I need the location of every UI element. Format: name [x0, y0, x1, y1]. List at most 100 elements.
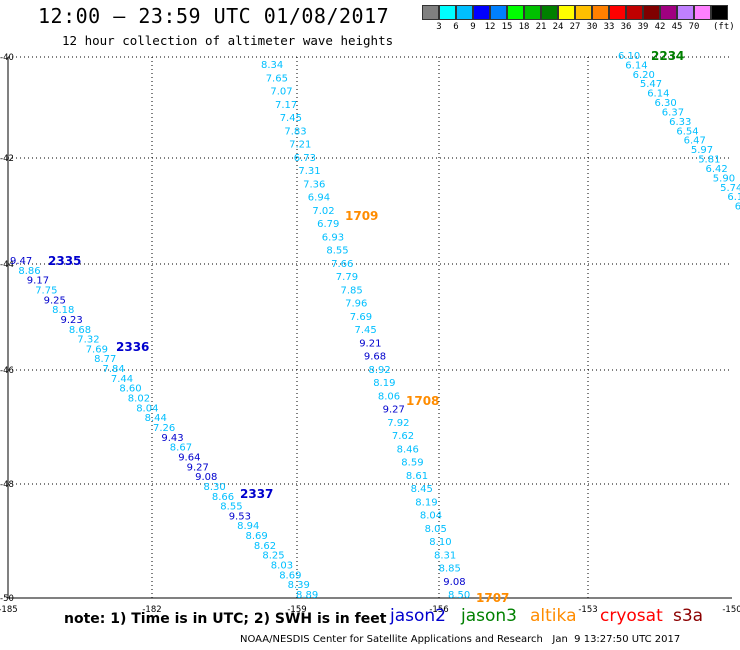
wave-height-label: 8.30 [204, 482, 226, 493]
pass-time-label: 1707 [476, 591, 509, 605]
colorbar-swatch [422, 5, 439, 20]
wave-height-label: 9.53 [229, 511, 251, 522]
wave-height-label: 5.97 [691, 145, 713, 156]
wave-height-label: 5.47 [640, 79, 662, 90]
wave-height-label: 7.79 [336, 272, 358, 283]
wave-height-label: 8.46 [397, 444, 419, 455]
colorbar-tick-label: 24 [552, 22, 564, 32]
wave-height-label: 7.92 [387, 418, 409, 429]
wave-height-label: 7.66 [331, 259, 353, 270]
units-note: note: 1) Time is in UTC; 2) SWH is in fe… [64, 611, 387, 627]
wave-height-label: 8.34 [261, 60, 283, 71]
colorbar-tick-label: 30 [586, 22, 598, 32]
colorbar-swatch [473, 5, 490, 20]
wave-height-label: 8.69 [246, 531, 268, 542]
wave-height-label: 6.37 [662, 108, 684, 119]
colorbar-tick-label: 3 [436, 22, 442, 32]
colorbar-swatch [507, 5, 524, 20]
wave-height-label: 6.30 [655, 98, 677, 109]
wave-height-label: 7.31 [298, 166, 320, 177]
legend-altika: altika [530, 606, 577, 626]
wave-height-label: 7.26 [153, 423, 175, 434]
colorbar-swatch [609, 5, 626, 20]
colorbar-tick-label: 6 [453, 22, 459, 32]
lat-label: -44 [0, 260, 14, 270]
pass-time-label: 2336 [116, 340, 149, 354]
wave-height-label: 8.18 [52, 305, 74, 316]
wave-height-label: 8.68 [69, 325, 91, 336]
lon-label: -185 [0, 605, 18, 615]
wave-height-label: 6.42 [706, 164, 728, 175]
page-title: 12:00 — 23:59 UTC 01/08/2017 [38, 4, 390, 28]
colorbar-swatch [694, 5, 711, 20]
wave-height-label: 8.77 [94, 354, 116, 365]
wave-height-label: 9.27 [187, 462, 209, 473]
wave-height-label: 9.25 [44, 295, 66, 306]
wave-height-label: 8.06 [378, 391, 400, 402]
wave-height-label: 8.50 [448, 590, 470, 601]
colorbar-swatch [541, 5, 558, 20]
colorbar-swatch [677, 5, 694, 20]
wave-height-label: 5.81 [698, 155, 720, 166]
wave-height-label: 8.67 [170, 443, 192, 454]
wave-height-label: 8.61 [406, 471, 428, 482]
colorbar-swatch [643, 5, 660, 20]
colorbar-swatch [711, 5, 728, 20]
pass-time-label: 2337 [240, 487, 273, 501]
wave-height-label: 7.85 [341, 285, 363, 296]
wave-height-label: 9.23 [61, 315, 83, 326]
wave-height-label: 6.93 [322, 232, 344, 243]
wave-height-label: 8.05 [425, 524, 447, 535]
legend-s3a: s3a [673, 606, 704, 626]
wave-height-label: 7.36 [303, 179, 325, 190]
wave-height-label: 9.08 [195, 472, 217, 483]
colorbar-swatch [575, 5, 592, 20]
wave-height-label: 7.07 [270, 87, 292, 98]
colorbar-swatch [456, 5, 473, 20]
wave-height-label: 8.45 [411, 484, 433, 495]
legend-jason2: jason2 [390, 606, 446, 626]
wave-height-label: 6.17 [727, 192, 740, 203]
wave-height-label: 8.89 [296, 590, 318, 601]
wave-height-label: 6.73 [294, 153, 316, 164]
wave-height-label: 7.83 [284, 126, 306, 137]
wave-height-label: 8.25 [262, 551, 284, 562]
lat-label: -50 [0, 594, 14, 604]
wave-height-label: 8.02 [128, 394, 150, 405]
colorbar-tick-label: 33 [603, 22, 615, 32]
colorbar-swatch [558, 5, 575, 20]
wave-height-label: 7.44 [111, 374, 133, 385]
lon-label: -153 [578, 605, 597, 615]
lat-label: -40 [0, 53, 14, 63]
wave-height-label: 8.60 [119, 384, 141, 395]
wave-height-label: 8.04 [420, 511, 442, 522]
wave-height-label: 8.39 [288, 580, 310, 591]
colorbar-swatch [524, 5, 541, 20]
wave-height-label: 5.74 [720, 183, 740, 194]
colorbar-swatch [626, 5, 643, 20]
wave-height-label: 6.14 [625, 60, 647, 71]
wave-height-label: 8.55 [326, 246, 348, 257]
legend-jason3: jason3 [461, 606, 517, 626]
wave-height-label: 6.9 [735, 202, 740, 213]
wave-height-label: 7.45 [280, 113, 302, 124]
colorbar-tick-label: 15 [501, 22, 513, 32]
colorbar-swatch [592, 5, 609, 20]
lon-label: -159 [287, 605, 306, 615]
wave-height-label: 7.84 [103, 364, 125, 375]
wave-height-label: 8.31 [434, 550, 456, 561]
wave-height-label: 8.62 [254, 541, 276, 552]
legend-cryosat: cryosat [600, 606, 663, 626]
wave-height-label: 7.02 [312, 206, 334, 217]
lat-label: -42 [0, 154, 14, 164]
wave-height-label: 8.86 [18, 266, 40, 277]
colorbar-tick-label: 45 [671, 22, 683, 32]
colorbar-tick-label: 18 [518, 22, 530, 32]
colorbar-tick-label: 21 [535, 22, 547, 32]
wave-height-label: 6.10 [618, 51, 640, 62]
wave-height-label: 7.32 [77, 335, 99, 346]
wave-height-label: 7.65 [266, 73, 288, 84]
wave-height-label: 6.94 [308, 193, 330, 204]
pass-time-label: 1709 [345, 209, 378, 223]
